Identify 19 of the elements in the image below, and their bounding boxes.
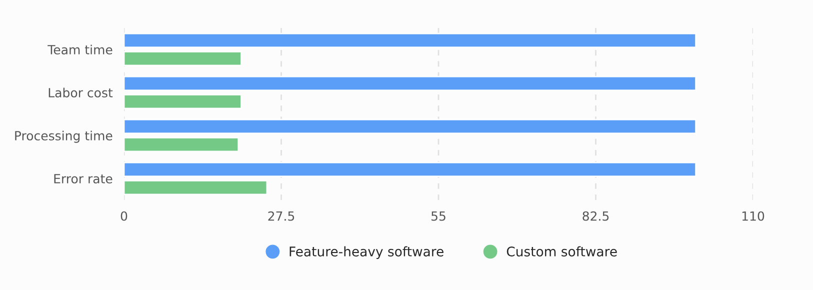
x-tick-label: 55 xyxy=(432,211,446,221)
x-tick-label: 110 xyxy=(742,211,764,221)
bar xyxy=(124,162,697,178)
legend-label: Custom software xyxy=(506,246,617,256)
bar xyxy=(124,50,242,66)
bar xyxy=(124,32,697,48)
y-tick-label: Team time xyxy=(48,44,112,54)
y-tick-label: Labor cost xyxy=(48,88,113,98)
bar xyxy=(124,94,242,110)
x-tick-label: 82.5 xyxy=(582,211,609,221)
bar xyxy=(124,118,697,134)
y-tick-label: Processing time xyxy=(15,130,112,143)
x-tick-label: 0 xyxy=(120,211,128,221)
legend-label: Feature-heavy software xyxy=(290,246,444,260)
bar xyxy=(124,136,240,152)
x-tick-label: 27.5 xyxy=(268,211,294,221)
y-tick-label: Error rate xyxy=(54,174,112,184)
bar xyxy=(124,76,697,92)
bar xyxy=(124,180,268,196)
